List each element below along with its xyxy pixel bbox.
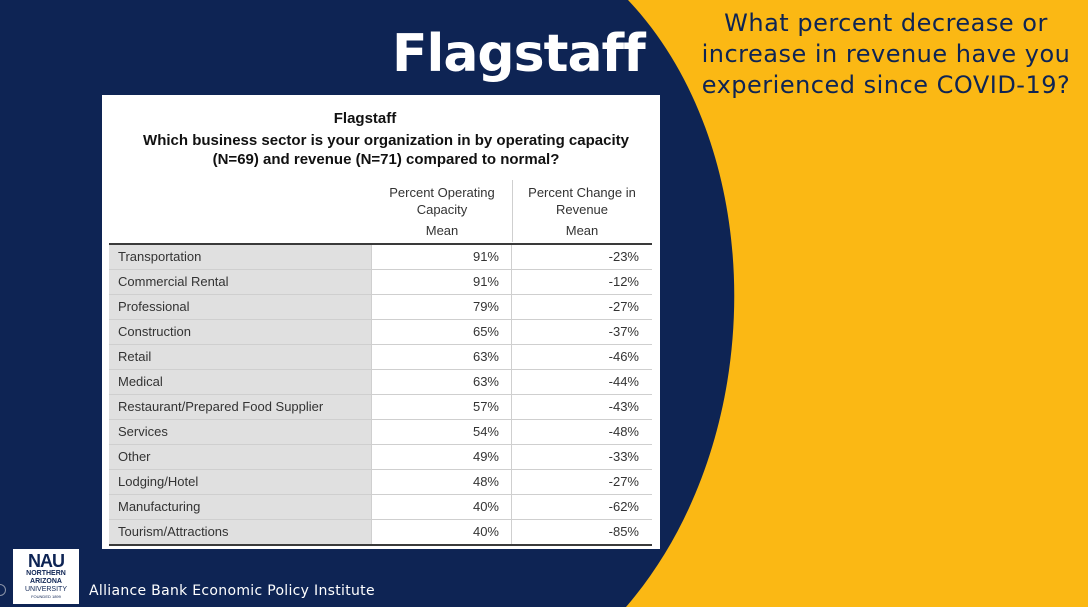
- gold-curve-shape: [626, 0, 1088, 607]
- slide-title: Flagstaff: [392, 24, 646, 84]
- revenue-value: -62%: [608, 499, 639, 514]
- footer-text: Alliance Bank Economic Policy Institute: [89, 583, 375, 599]
- table-row: Professional 79% -27%: [109, 295, 652, 320]
- sector-label: Commercial Rental: [109, 270, 372, 294]
- sector-label: Medical: [109, 370, 372, 394]
- revenue-value: -12%: [608, 274, 639, 289]
- sector-label: Construction: [109, 320, 372, 344]
- revenue-value: -37%: [608, 324, 639, 339]
- capacity-value: 63%: [372, 370, 512, 394]
- table-row: Commercial Rental 91% -12%: [109, 270, 652, 295]
- table-row: Services 54% -48%: [109, 420, 652, 445]
- sector-label: Tourism/Attractions: [109, 520, 372, 544]
- column-stat-revenue: Mean: [565, 223, 599, 238]
- logo-line-arizona: ARIZONA: [30, 578, 62, 585]
- capacity-value: 40%: [372, 495, 512, 519]
- capacity-value: 57%: [372, 395, 512, 419]
- revenue-value: -23%: [608, 249, 639, 264]
- capacity-value: 91%: [372, 245, 512, 269]
- revenue-value: -48%: [608, 424, 639, 439]
- revenue-value: -44%: [608, 374, 639, 389]
- table-row: Lodging/Hotel 48% -27%: [109, 470, 652, 495]
- capacity-value: 63%: [372, 345, 512, 369]
- column-header-capacity: Percent Operating Capacity: [389, 185, 495, 217]
- table-title: Flagstaff: [333, 110, 397, 127]
- column-stat-capacity: Mean: [425, 223, 459, 238]
- sector-label: Lodging/Hotel: [109, 470, 372, 494]
- slide-question: What percent decrease or increase in rev…: [701, 9, 1071, 99]
- capacity-value: 91%: [372, 270, 512, 294]
- header-divider: [512, 180, 513, 242]
- table-row: Retail 63% -46%: [109, 345, 652, 370]
- revenue-value: -43%: [608, 399, 639, 414]
- table-row: Medical 63% -44%: [109, 370, 652, 395]
- sector-label: Restaurant/Prepared Food Supplier: [109, 395, 372, 419]
- revenue-value: -27%: [608, 474, 639, 489]
- table-row: Transportation 91% -23%: [109, 245, 652, 270]
- capacity-value: 40%: [372, 520, 512, 544]
- capacity-value: 79%: [372, 295, 512, 319]
- table-row: Other 49% -33%: [109, 445, 652, 470]
- revenue-value: -33%: [608, 449, 639, 464]
- revenue-value: -85%: [608, 524, 639, 539]
- table-row: Restaurant/Prepared Food Supplier 57% -4…: [109, 395, 652, 420]
- sector-label: Professional: [109, 295, 372, 319]
- sector-label: Other: [109, 445, 372, 469]
- sector-label: Transportation: [109, 245, 372, 269]
- table-row: Construction 65% -37%: [109, 320, 652, 345]
- results-table-panel: Flagstaff Which business sector is your …: [102, 95, 660, 549]
- revenue-value: -27%: [608, 299, 639, 314]
- column-header-revenue: Percent Change in Revenue: [528, 185, 636, 217]
- nau-logo: NAU NORTHERN ARIZONA UNIVERSITY FOUNDED …: [12, 548, 80, 605]
- logo-mark: NAU: [28, 551, 65, 571]
- sector-label: Manufacturing: [109, 495, 372, 519]
- table-subtitle: Which business sector is your organizati…: [143, 132, 629, 168]
- logo-line-founded: FOUNDED 1899: [31, 594, 61, 599]
- capacity-value: 48%: [372, 470, 512, 494]
- capacity-value: 54%: [372, 420, 512, 444]
- capacity-value: 65%: [372, 320, 512, 344]
- logo-line-northern: NORTHERN: [26, 570, 66, 577]
- table-row: Tourism/Attractions 40% -85%: [109, 520, 652, 544]
- table-body: Transportation 91% -23% Commercial Renta…: [109, 243, 652, 546]
- capacity-value: 49%: [372, 445, 512, 469]
- sector-label: Retail: [109, 345, 372, 369]
- table-row: Manufacturing 40% -62%: [109, 495, 652, 520]
- revenue-value: -46%: [608, 349, 639, 364]
- logo-line-university: UNIVERSITY: [24, 586, 67, 593]
- sector-label: Services: [109, 420, 372, 444]
